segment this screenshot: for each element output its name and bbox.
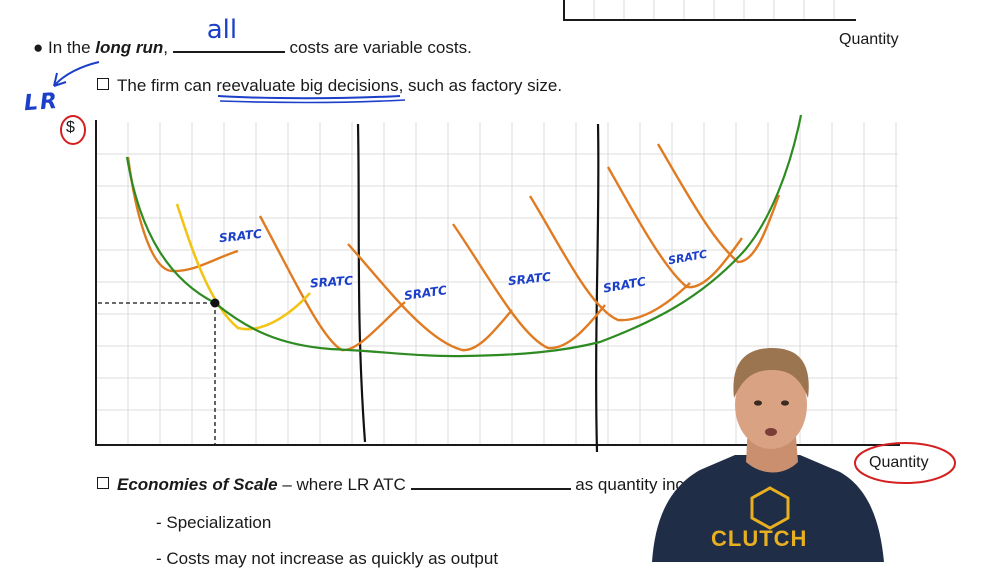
economies-emphasis: Economies of Scale <box>117 475 278 494</box>
sratc-curve-1 <box>126 156 239 273</box>
underline-ink-1 <box>217 95 401 100</box>
handwritten-answer: all <box>206 15 238 45</box>
economies-blank <box>410 474 571 490</box>
bullet1-suffix: costs are variable costs. <box>284 38 472 57</box>
underline-ink-2 <box>219 99 406 104</box>
sratc-curve-5 <box>528 195 691 322</box>
hexagon-logo-icon <box>750 486 790 530</box>
mouth <box>765 428 777 436</box>
left-eye <box>754 400 762 406</box>
bullet-dot: ● <box>33 38 44 57</box>
arrow-ink <box>53 61 100 87</box>
checkbox-icon <box>97 477 109 489</box>
chart-grid <box>96 122 898 444</box>
main-chart-x-label: Quantity <box>869 454 929 471</box>
shirt-logo-text: CLUTCH <box>711 526 808 551</box>
sub1-underlined: reevaluate big decisions, <box>216 76 404 95</box>
sub2-before: – where LR ATC <box>277 475 411 494</box>
long-run-bullet: ● In the long run, all costs are variabl… <box>33 15 472 58</box>
arrow-head-icon <box>53 72 67 87</box>
sratc-curve-3 <box>347 243 513 352</box>
long-run-emphasis: long run <box>95 38 164 57</box>
answer-blank: all <box>172 15 285 53</box>
sub1-before: The firm can <box>117 76 217 95</box>
reevaluate-sub-bullet: The firm can reevaluate big decisions, s… <box>97 76 562 96</box>
quantity-circle <box>854 442 956 484</box>
right-eye <box>781 400 789 406</box>
sratc-curve-4 <box>452 223 606 350</box>
t-shirt <box>652 455 884 562</box>
top-chart-axes <box>563 0 856 21</box>
bullet1-comma: , <box>163 38 168 57</box>
sub1-after: such as factory size. <box>403 76 563 95</box>
economies-of-scale-bullet: Economies of Scale – where LR ATC as qua… <box>97 474 684 495</box>
checkbox-icon <box>97 78 109 90</box>
divider-line-2 <box>595 123 600 453</box>
face <box>735 361 807 449</box>
dollar-label: $ <box>66 119 75 136</box>
hair <box>733 348 809 398</box>
top-chart-x-label: Quantity <box>839 31 899 48</box>
highlighted-sratc-curve <box>175 203 311 331</box>
dollar-circle <box>60 115 86 145</box>
sratc-curve-6 <box>606 166 743 289</box>
list-item-specialization: - Specialization <box>156 513 272 532</box>
tangency-point <box>210 298 220 308</box>
bullet1-prefix: In the <box>48 38 96 57</box>
sub2-after: as quantity inc <box>570 475 684 494</box>
divider-line-1 <box>356 123 367 443</box>
